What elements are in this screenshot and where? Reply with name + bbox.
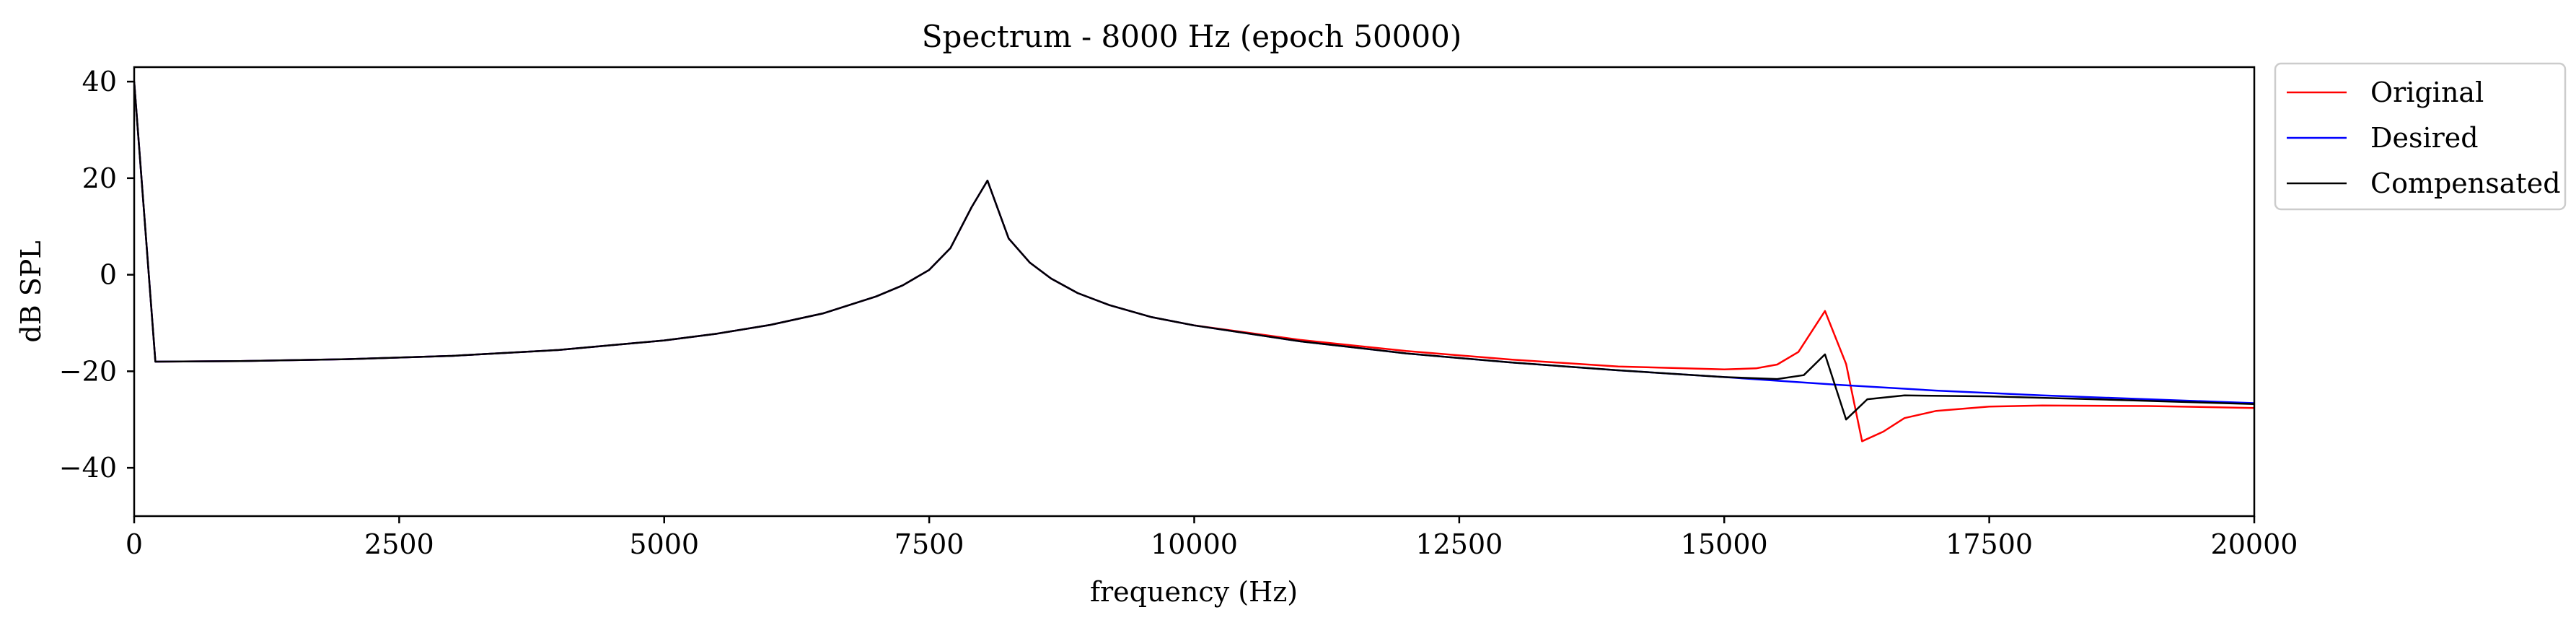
legend-label-desired: Desired (2370, 122, 2479, 154)
x-tick-label: 12500 (1415, 528, 1503, 560)
chart-title: Spectrum - 8000 Hz (epoch 50000) (922, 19, 1461, 54)
legend: Original Desired Compensated (2274, 62, 2567, 211)
series-line-compensated (134, 82, 2254, 421)
y-tick-label: −40 (59, 452, 117, 484)
y-tick-label: 40 (82, 66, 117, 97)
legend-label-original: Original (2370, 77, 2484, 108)
x-tick-label: 7500 (894, 528, 964, 560)
x-tick-label: 20000 (2211, 528, 2298, 560)
legend-label-compensated: Compensated (2370, 167, 2561, 199)
y-tick-label: −20 (59, 355, 117, 387)
y-tick-label: 20 (82, 162, 117, 194)
legend-box (2274, 62, 2567, 211)
x-tick-label: 10000 (1151, 528, 1238, 560)
y-tick-label: 0 (100, 259, 117, 291)
y-axis: 40 20 0 −20 −40 (59, 66, 134, 484)
y-axis-label: dB SPL (15, 240, 47, 342)
x-tick-label: 15000 (1681, 528, 1768, 560)
x-tick-label: 2500 (364, 528, 434, 560)
x-axis-label: frequency (Hz) (1090, 576, 1298, 608)
x-axis: 0 2500 5000 7500 10000 12500 15000 17500 20000 (126, 516, 2298, 560)
x-tick-label: 5000 (629, 528, 699, 560)
series-layer (134, 82, 2254, 442)
x-tick-label: 0 (126, 528, 143, 560)
x-tick-label: 17500 (1946, 528, 2033, 560)
